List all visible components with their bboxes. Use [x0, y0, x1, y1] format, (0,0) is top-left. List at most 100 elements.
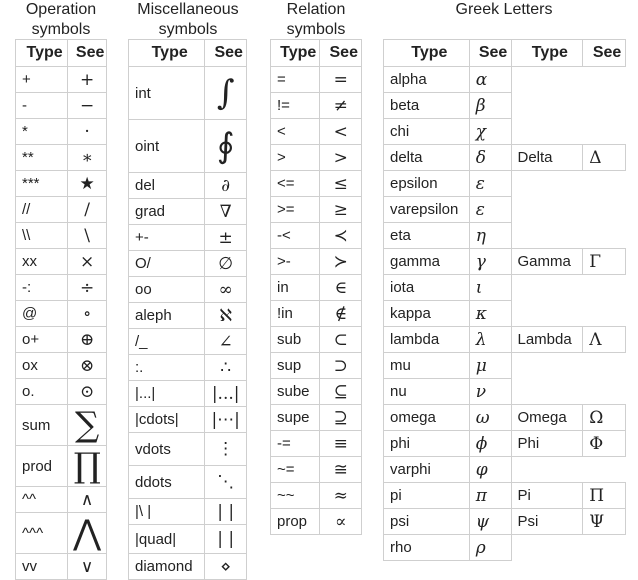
see-cell: ϕ	[468, 430, 512, 457]
see-cell: ∧	[67, 486, 107, 513]
table-row: ox ⊗	[14, 352, 107, 379]
type-cell: Lambda	[510, 326, 584, 353]
relation-symbols-table: Type See = = != ≠ < < > > <= ≤ >= ≥ -< ≺ >- ≻ in ∈ !in ∉ sub…	[269, 39, 362, 535]
table-row: in ∈	[269, 274, 362, 301]
see-cell: ω	[468, 404, 512, 431]
empty-cell	[583, 275, 626, 301]
type-cell: Delta	[510, 144, 584, 171]
type-cell: !in	[269, 300, 321, 327]
type-cell: @	[14, 300, 69, 327]
table-header-row: Type See	[269, 39, 362, 67]
see-cell: | |	[204, 524, 247, 554]
greek-letters-table: Type See Type See alpha α beta β chi χ delta δ D…	[383, 39, 626, 561]
type-cell: |...|	[127, 380, 206, 407]
type-cell: aleph	[127, 302, 206, 329]
type-cell: +-	[127, 224, 206, 251]
type-cell: !=	[269, 92, 321, 119]
see-header: See	[468, 39, 512, 67]
table-row: |cdots| |⋯|	[127, 406, 247, 433]
type-cell: Pi	[510, 482, 584, 509]
greek-section: Greek Letters	[382, 0, 626, 20]
table-row: del ∂	[127, 172, 247, 199]
table-row: :. ∴	[127, 354, 247, 381]
table-row: delta δ Delta Δ	[383, 144, 626, 171]
empty-cell	[583, 171, 626, 197]
table-row: ** ∗	[14, 144, 107, 171]
table-row: kappa κ	[383, 300, 626, 327]
table-row: ^^^ ⋀	[14, 512, 107, 554]
relation-section-title: Relation symbols	[286, 1, 346, 38]
type-cell: o+	[14, 326, 69, 353]
see-cell: Γ	[582, 248, 626, 275]
see-cell: ⋀	[67, 512, 107, 554]
type-cell: >-	[269, 248, 321, 275]
type-cell: in	[269, 274, 321, 301]
table-row: phi ϕ Phi Φ	[383, 430, 626, 457]
type-cell: varphi	[383, 456, 470, 483]
table-row: sube ⊆	[269, 378, 362, 405]
table-row: omega ω Omega Ω	[383, 404, 626, 431]
table-row: sum ∑	[14, 404, 107, 446]
type-cell: supe	[269, 404, 321, 431]
table-row: oo ∞	[127, 276, 247, 303]
type-cell: o.	[14, 378, 69, 405]
type-cell: ddots	[127, 465, 206, 499]
type-cell: prod	[14, 445, 69, 487]
type-header-2: Type	[510, 39, 584, 67]
see-cell: π	[468, 482, 512, 509]
table-row: varepsilon ε	[383, 196, 626, 223]
type-cell: nu	[383, 378, 470, 405]
type-cell: ox	[14, 352, 69, 379]
see-cell: +	[67, 66, 107, 93]
table-row: ///	[14, 196, 107, 223]
see-cell: |...|	[204, 380, 247, 407]
type-cell: prop	[269, 508, 321, 535]
see-cell: ρ	[468, 534, 512, 561]
see-cell: ∝	[319, 508, 362, 535]
empty-cell	[510, 92, 583, 119]
see-cell: ⊙	[67, 378, 107, 405]
table-row: o+ ⊕	[14, 326, 107, 353]
see-cell: ∠	[204, 328, 247, 355]
table-row: \\ \	[14, 222, 107, 249]
see-cell: ≺	[319, 222, 362, 249]
see-cell: δ	[468, 144, 512, 171]
type-cell: rho	[383, 534, 470, 561]
see-cell: ÷	[67, 274, 107, 301]
type-cell: :.	[127, 354, 206, 381]
empty-cell	[583, 457, 626, 483]
type-cell: /_	[127, 328, 206, 355]
type-cell: alpha	[383, 66, 470, 93]
see-header: See	[319, 39, 362, 67]
table-row: -= ≡	[269, 430, 362, 457]
empty-cell	[510, 300, 583, 327]
see-cell: ≈	[319, 482, 362, 509]
table-row: O/∅	[127, 250, 247, 277]
table-row: * ·	[14, 118, 107, 145]
table-row: ddots ⋱	[127, 465, 247, 499]
table-header-row: Type See	[127, 39, 247, 67]
type-cell: epsilon	[383, 170, 470, 197]
see-cell: λ	[468, 326, 512, 353]
see-cell: ⊃	[319, 352, 362, 379]
empty-cell	[510, 222, 583, 249]
operation-section-title: Operation symbols	[25, 1, 97, 38]
type-cell: phi	[383, 430, 470, 457]
see-cell: ⋄	[204, 553, 247, 580]
table-row: /_ ∠	[127, 328, 247, 355]
type-cell: >	[269, 144, 321, 171]
see-cell: ∈	[319, 274, 362, 301]
empty-cell	[583, 535, 626, 561]
table-row: nu ν	[383, 378, 626, 405]
type-cell: sup	[269, 352, 321, 379]
see-cell: Δ	[582, 144, 626, 171]
see-cell: Π	[582, 482, 626, 509]
table-header-row: Type See	[14, 39, 107, 67]
type-cell: vv	[14, 553, 69, 580]
type-cell: Psi	[510, 508, 584, 535]
type-cell: grad	[127, 198, 206, 225]
type-cell: O/	[127, 250, 206, 277]
type-cell: psi	[383, 508, 470, 535]
table-row: psi ψ Psi Ψ	[383, 508, 626, 535]
see-cell: ≻	[319, 248, 362, 275]
